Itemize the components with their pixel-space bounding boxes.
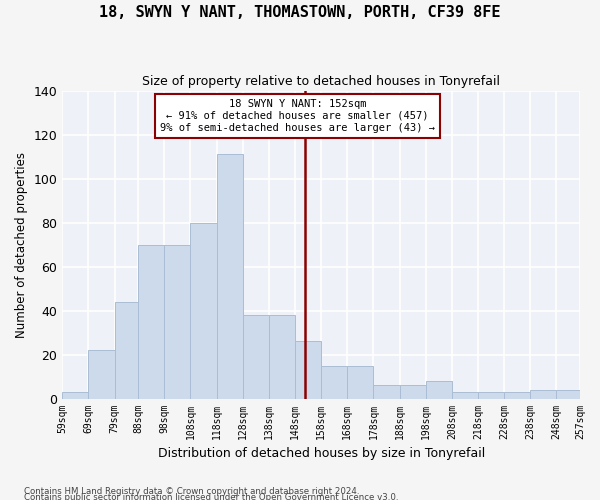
- Y-axis label: Number of detached properties: Number of detached properties: [15, 152, 28, 338]
- Bar: [347, 366, 373, 398]
- Bar: [62, 392, 88, 398]
- Text: 18 SWYN Y NANT: 152sqm
← 91% of detached houses are smaller (457)
9% of semi-det: 18 SWYN Y NANT: 152sqm ← 91% of detached…: [160, 100, 435, 132]
- Bar: [478, 392, 504, 398]
- Bar: [452, 392, 478, 398]
- X-axis label: Distribution of detached houses by size in Tonyrefail: Distribution of detached houses by size …: [158, 447, 485, 460]
- Bar: [321, 366, 347, 398]
- Text: 18, SWYN Y NANT, THOMASTOWN, PORTH, CF39 8FE: 18, SWYN Y NANT, THOMASTOWN, PORTH, CF39…: [99, 5, 501, 20]
- Bar: [530, 390, 556, 398]
- Bar: [164, 244, 190, 398]
- Bar: [243, 315, 269, 398]
- Bar: [115, 302, 138, 398]
- Bar: [373, 386, 400, 398]
- Bar: [138, 244, 164, 398]
- Text: Contains HM Land Registry data © Crown copyright and database right 2024.: Contains HM Land Registry data © Crown c…: [24, 486, 359, 496]
- Bar: [217, 154, 243, 398]
- Title: Size of property relative to detached houses in Tonyrefail: Size of property relative to detached ho…: [142, 75, 500, 88]
- Bar: [269, 315, 295, 398]
- Bar: [556, 390, 580, 398]
- Text: Contains public sector information licensed under the Open Government Licence v3: Contains public sector information licen…: [24, 492, 398, 500]
- Bar: [504, 392, 530, 398]
- Bar: [190, 222, 217, 398]
- Bar: [400, 386, 426, 398]
- Bar: [88, 350, 115, 399]
- Bar: [295, 342, 321, 398]
- Bar: [426, 381, 452, 398]
